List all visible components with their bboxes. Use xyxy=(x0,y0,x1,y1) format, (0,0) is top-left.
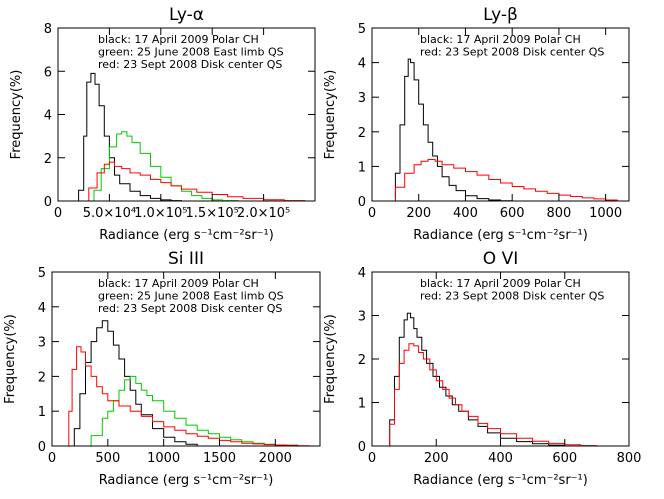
y-tick-label: 1 xyxy=(358,397,366,412)
series-3-line xyxy=(78,161,306,202)
series-3-line xyxy=(63,346,310,447)
chart-title: Ly-β xyxy=(483,5,518,25)
series-2-line xyxy=(386,159,618,202)
x-tick-label: 0 xyxy=(48,451,56,466)
x-tick-label: 2.0×10⁵ xyxy=(237,206,290,221)
x-tick-label: 2000 xyxy=(259,451,292,466)
y-tick-label: 2 xyxy=(38,370,46,385)
x-tick-label: 800 xyxy=(617,451,642,466)
chart-title: O VI xyxy=(483,249,518,269)
legend-entry: red: 23 Sept 2008 Disk center QS xyxy=(98,58,282,71)
series-2-line xyxy=(86,131,239,202)
panel-2: 0 200 400 600 800 1000 0 1 2 3 4 5 Ly-β Radiance (erg… xyxy=(323,5,630,243)
y-tick-label: 2 xyxy=(44,152,52,167)
y-tick-label: 5 xyxy=(358,22,366,37)
y-tick-label: 4 xyxy=(358,57,366,72)
x-tick-label: 1000 xyxy=(147,451,180,466)
x-tick-label: 1.0×10⁵ xyxy=(134,206,187,221)
y-tick-label: 4 xyxy=(38,301,46,316)
legend-entry: black: 17 April 2009 Polar CH xyxy=(98,277,259,290)
panel-3: 0 500 1000 1500 2000 0 1 2 3 4 5 Si III Radiance (er… xyxy=(3,249,321,488)
y-tick-label: 1 xyxy=(38,405,46,420)
x-tick-label: 1.5×10⁵ xyxy=(186,206,239,221)
x-tick-label: 500 xyxy=(95,451,120,466)
y-tick-label: 6 xyxy=(44,65,52,80)
chart-title: Si III xyxy=(168,249,204,269)
series-2-line xyxy=(384,343,598,447)
y-axis-label: Frequency(%) xyxy=(3,314,18,404)
x-tick-label: 1500 xyxy=(203,451,236,466)
x-tick-label: 400 xyxy=(488,451,513,466)
legend-entry: black: 17 April 2009 Polar CH xyxy=(420,277,581,290)
y-tick-label: 2 xyxy=(358,353,366,368)
y-tick-label: 2 xyxy=(358,126,366,141)
y-axis-label: Frequency(%) xyxy=(9,70,24,160)
x-axis-label: Radiance (erg s⁻¹cm⁻²sr⁻¹) xyxy=(413,228,588,243)
series-1-line xyxy=(384,312,566,447)
y-tick-label: 8 xyxy=(44,22,52,37)
series-1-line xyxy=(73,72,182,202)
y-tick-label: 5 xyxy=(38,266,46,281)
legend-entry: red: 23 Sept 2008 Disk center QS xyxy=(98,302,282,315)
x-tick-label: 0 xyxy=(54,206,62,221)
legend-entry: black: 17 April 2009 Polar CH xyxy=(98,33,259,46)
y-tick-label: 0 xyxy=(358,195,366,210)
y-tick-label: 0 xyxy=(44,195,52,210)
y-axis-label: Frequency(%) xyxy=(323,314,338,404)
legend-entry: red: 23 Sept 2008 Disk center QS xyxy=(420,46,604,59)
y-tick-label: 0 xyxy=(358,440,366,455)
panel-4: 0 200 400 600 800 0 1 2 3 4 O VI Radiance (erg s⁻¹c… xyxy=(323,249,641,488)
y-axis-label: Frequency(%) xyxy=(323,70,338,160)
x-tick-label: 0 xyxy=(368,451,376,466)
y-tick-label: 1 xyxy=(358,160,366,175)
series-1-line xyxy=(68,320,198,447)
chart-title: Ly-α xyxy=(169,5,204,25)
y-tick-label: 4 xyxy=(44,109,52,124)
x-tick-label: 600 xyxy=(500,206,525,221)
plot-frame xyxy=(371,27,630,202)
x-axis-label: Radiance (erg s⁻¹cm⁻²sr⁻¹) xyxy=(413,473,588,488)
plot-frame xyxy=(51,271,321,447)
legend-entry: green: 25 June 2008 East limb QS xyxy=(98,46,284,59)
y-tick-label: 4 xyxy=(358,266,366,281)
x-tick-label: 1000 xyxy=(589,206,622,221)
x-tick-label: 0 xyxy=(368,206,376,221)
x-tick-label: 5.0×10⁴ xyxy=(83,206,136,221)
x-axis-label: Radiance (erg s⁻¹cm⁻²sr⁻¹) xyxy=(99,473,274,488)
x-tick-label: 200 xyxy=(424,451,449,466)
legend-entry: red: 23 Sept 2008 Disk center QS xyxy=(420,290,604,303)
x-tick-label: 200 xyxy=(406,206,431,221)
series-2-line xyxy=(79,375,299,447)
y-tick-label: 0 xyxy=(38,440,46,455)
y-tick-label: 3 xyxy=(38,336,46,351)
x-tick-label: 600 xyxy=(552,451,577,466)
x-tick-label: 400 xyxy=(453,206,478,221)
x-tick-label: 800 xyxy=(546,206,571,221)
series-1-line xyxy=(390,58,513,202)
legend-entry: green: 25 June 2008 East limb QS xyxy=(98,290,284,303)
x-axis-label: Radiance (erg s⁻¹cm⁻²sr⁻¹) xyxy=(99,228,274,243)
y-tick-label: 3 xyxy=(358,310,366,325)
legend-entry: black: 17 April 2009 Polar CH xyxy=(420,33,581,46)
y-tick-label: 3 xyxy=(358,91,366,106)
